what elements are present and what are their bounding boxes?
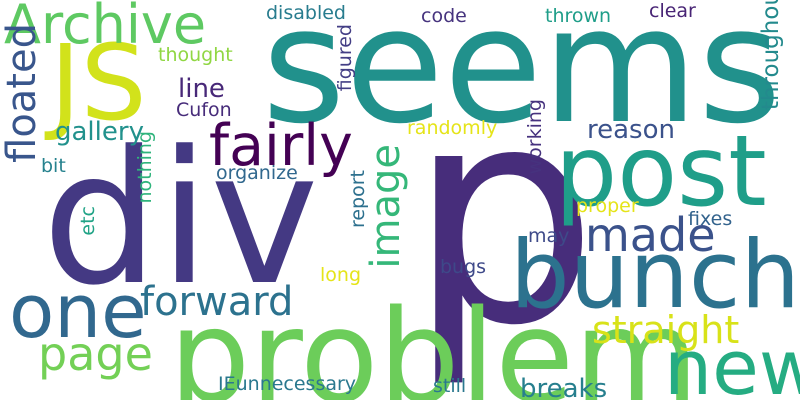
word-throughout: throughout [758, 0, 784, 111]
word-organize: organize [216, 162, 298, 184]
word-fixes: fixes [688, 208, 733, 230]
word-one: one [9, 269, 147, 355]
word-thought: thought [158, 44, 233, 66]
word-working: working [524, 99, 546, 175]
word-p: p [408, 42, 599, 391]
word-bugs: bugs [440, 256, 487, 278]
word-new: new [664, 323, 800, 400]
word-div: div [42, 112, 319, 326]
word-etc: etc [77, 206, 99, 236]
word-clear: clear [649, 0, 696, 22]
word-reason: reason [587, 115, 675, 145]
word-forward: forward [140, 279, 294, 325]
word-line: line [178, 74, 225, 104]
word-randomly: randomly [407, 117, 498, 139]
word-post: post [555, 115, 767, 229]
word-floated: floated [0, 23, 45, 163]
word-gallery: gallery [55, 117, 144, 147]
word-long: long [320, 264, 362, 286]
word-report: report [347, 170, 369, 229]
word-archive: Archive [4, 0, 207, 56]
word-ieunnecessary: IEunnecessary [218, 373, 357, 395]
word-problem: problem [169, 283, 699, 400]
word-nothing: nothing [134, 131, 156, 204]
word-cufon: Cufon [176, 99, 232, 121]
word-bunch: bunch [510, 221, 800, 330]
word-fairly: fairly [209, 113, 353, 179]
word-page: page [38, 327, 153, 381]
word-js: JS [50, 22, 147, 144]
word-straight: straight [592, 308, 740, 352]
word-bit: bit [41, 155, 66, 177]
word-made: made [585, 208, 716, 262]
word-image: image [363, 144, 409, 269]
word-may: may [528, 225, 570, 247]
word-disabled: disabled [266, 2, 346, 24]
word-code: code [421, 5, 467, 27]
word-proper: proper [576, 195, 639, 217]
word-still: still [433, 375, 467, 397]
word-breaks: breaks [520, 374, 608, 400]
word-thrown: thrown [545, 5, 612, 27]
word-figured: figured [334, 24, 356, 92]
word-seems: seems [262, 0, 782, 159]
